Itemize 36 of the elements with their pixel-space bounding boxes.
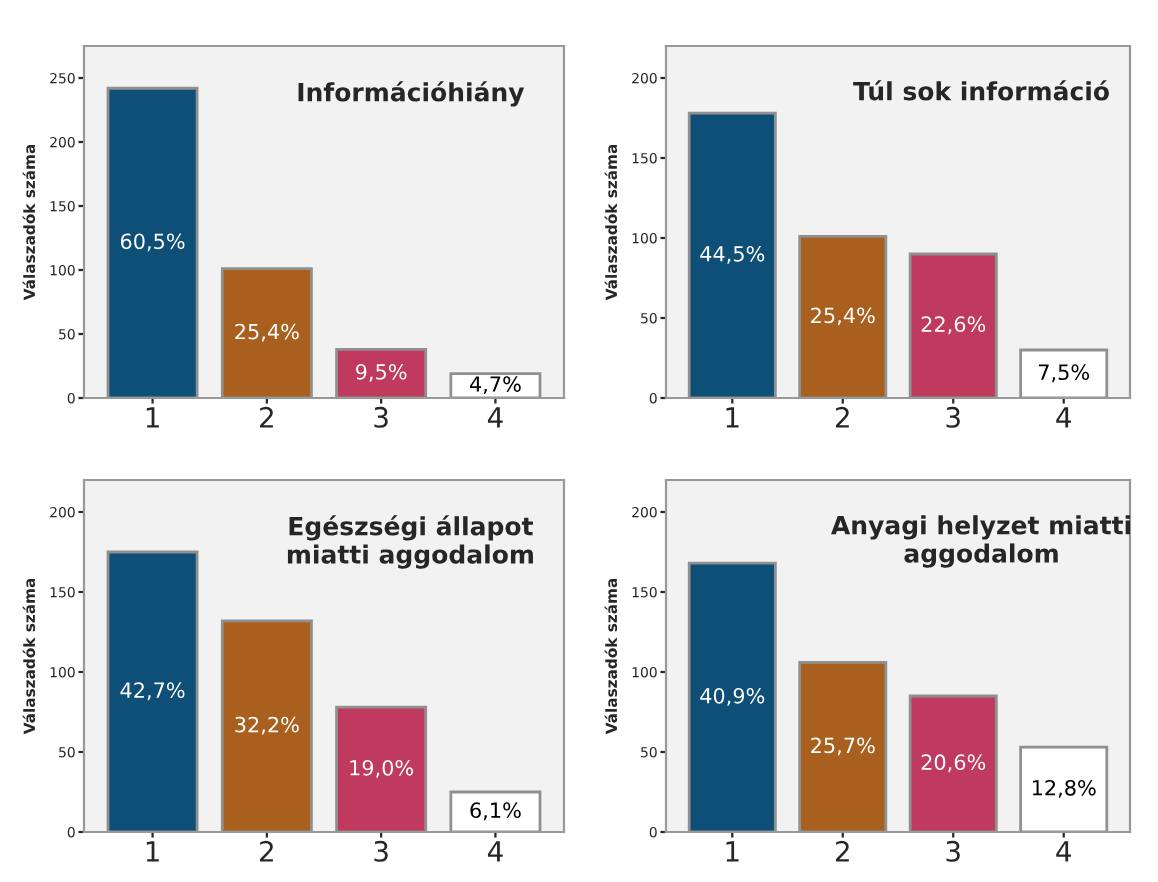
x-tick-label: 2: [260, 840, 273, 862]
text: Egészségi állapot miatti aggodalom: [287, 515, 533, 569]
annotation: 4,7%: [469, 376, 521, 395]
annotation: 12,8%: [1032, 779, 1096, 798]
annotation: 60,5%: [120, 233, 185, 252]
annotation: 25,7%: [811, 737, 875, 756]
x-tick-label: 4: [1056, 407, 1071, 428]
x-tick-label: 3: [374, 840, 388, 862]
annotation: 7,5%: [1038, 364, 1090, 383]
x-tick-label: 4: [1056, 841, 1071, 862]
x-tick-label: 2: [835, 840, 849, 862]
text: Anyagi helyzet miatti aggodalom: [831, 515, 1131, 568]
x-tick-label: 2: [260, 406, 273, 428]
annotation: 25,4%: [811, 307, 875, 326]
annotation: 44,5%: [700, 245, 765, 264]
annotation: 6,1%: [470, 802, 521, 821]
annotation: 22,6%: [921, 316, 986, 335]
annotation: 32,2%: [235, 716, 299, 735]
x-tick-label: 4: [487, 841, 503, 862]
text: Információhiány: [298, 81, 525, 107]
x-tick-label: 1: [726, 841, 739, 862]
x-tick-label: 4: [487, 407, 503, 428]
x-tick-label: 1: [146, 841, 159, 862]
annotation: 25,4%: [235, 323, 299, 342]
x-tick-label: 2: [835, 406, 849, 428]
x-tick-label: 3: [374, 406, 388, 428]
annotation: 20,6%: [921, 754, 986, 773]
x-tick-label: 1: [726, 407, 739, 428]
x-tick-label: 1: [146, 407, 159, 428]
annotation: 42,7%: [120, 682, 185, 701]
annotation: 40,9%: [700, 687, 765, 706]
x-tick-label: 3: [946, 406, 960, 428]
x-tick-label: 3: [946, 840, 960, 862]
annotation: 9,5%: [355, 363, 407, 382]
annotation: 19,0%: [350, 759, 414, 778]
text: Túl sok információ: [853, 80, 1109, 101]
